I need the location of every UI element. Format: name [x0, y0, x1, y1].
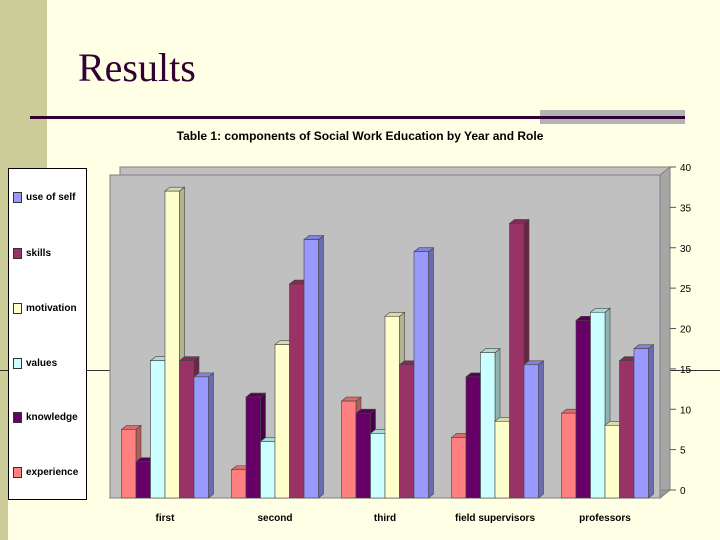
- x-tick-label: third: [374, 513, 396, 524]
- bar-front: [509, 223, 525, 499]
- bar-front: [399, 364, 415, 499]
- chart-legend: use of self skills motivation values knowled…: [8, 168, 87, 500]
- bar-front: [135, 461, 151, 499]
- bar-front: [480, 352, 496, 499]
- bar-front: [413, 251, 429, 499]
- legend-label: values: [26, 357, 58, 369]
- y-tick-label: 0: [680, 486, 686, 497]
- bar-front: [303, 239, 319, 499]
- bar-front: [523, 364, 539, 499]
- chart-title: Table 1: components of Social Work Educa…: [176, 129, 544, 143]
- bar-front: [231, 469, 247, 499]
- y-tick-label: 40: [680, 163, 692, 174]
- x-tick-label: second: [257, 513, 292, 524]
- bar-side: [428, 247, 434, 499]
- bar-front: [193, 376, 209, 499]
- side-band-lower: [0, 385, 8, 540]
- legend-item-skills: skills: [13, 247, 51, 259]
- legend-item-knowledge: knowledge: [13, 411, 78, 423]
- x-tick-label: first: [156, 513, 176, 524]
- y-tick-label: 5: [680, 446, 686, 457]
- title-rule: [30, 116, 685, 119]
- bar-front: [121, 429, 137, 499]
- bar-front: [604, 425, 620, 499]
- bar-front: [370, 433, 386, 499]
- legend-swatch: [13, 411, 22, 423]
- bar-front: [494, 420, 510, 499]
- legend-swatch: [13, 466, 22, 478]
- y-tick-label: 30: [680, 244, 692, 255]
- bar-front: [384, 316, 400, 499]
- legend-item-values: values: [13, 357, 57, 369]
- y-tick-label: 20: [680, 325, 692, 336]
- bar-front: [260, 441, 276, 499]
- bar-front: [355, 412, 371, 499]
- bar-front: [590, 311, 606, 499]
- legend-item-use-of-self: use of self: [13, 191, 75, 203]
- bar-side: [648, 343, 654, 499]
- chart-side-wall: [659, 165, 671, 500]
- bar-front: [274, 344, 290, 499]
- bar-use-of-self-third: [413, 247, 435, 499]
- y-tick-label: 35: [680, 203, 692, 214]
- bar-front: [451, 437, 467, 499]
- bar-front: [465, 376, 481, 499]
- x-tick-label: professors: [579, 513, 631, 524]
- y-tick-label: 15: [680, 365, 692, 376]
- bar-use-of-self-field-supervisors: [523, 360, 545, 499]
- bar-front: [164, 190, 180, 499]
- bar-use-of-self-professors: [633, 343, 655, 499]
- legend-item-motivation: motivation: [13, 302, 77, 314]
- bar-front: [341, 400, 357, 499]
- legend-swatch: [13, 302, 22, 314]
- legend-label: experience: [26, 466, 79, 478]
- bar-front: [245, 396, 261, 499]
- x-tick-label: field supervisors: [455, 513, 535, 524]
- legend-label: skills: [26, 247, 52, 259]
- bar-front: [575, 320, 591, 499]
- legend-swatch: [13, 191, 22, 203]
- legend-label: motivation: [26, 302, 77, 314]
- y-tick-label: 10: [680, 405, 692, 416]
- bar-front: [561, 412, 577, 499]
- legend-swatch: [13, 357, 22, 369]
- legend-item-experience: experience: [13, 466, 78, 478]
- bar-front: [179, 360, 195, 499]
- bar-front: [289, 283, 305, 499]
- legend-swatch: [13, 247, 22, 259]
- bar-side: [538, 360, 544, 499]
- bar-use-of-self-second: [303, 234, 325, 499]
- slide-title: Results: [78, 45, 196, 90]
- bar-side: [318, 234, 324, 499]
- bar-front: [619, 360, 635, 499]
- bar-front: [633, 348, 649, 499]
- y-tick-label: 25: [680, 284, 692, 295]
- bar-front: [150, 360, 166, 499]
- bar-side: [208, 372, 214, 499]
- legend-label: use of self: [26, 191, 76, 203]
- legend-label: knowledge: [26, 411, 78, 423]
- bar-use-of-self-first: [193, 372, 215, 499]
